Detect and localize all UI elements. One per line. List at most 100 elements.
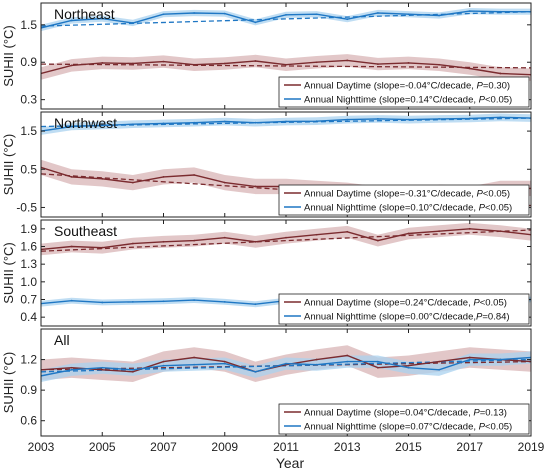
legend-text-tail: =0.84): [482, 312, 509, 323]
daytime-uncertainty-band: [41, 222, 531, 256]
daytime-point: [315, 233, 318, 236]
legend-p-symbol: P: [476, 312, 483, 323]
nighttime-point: [407, 13, 410, 16]
daytime-point: [101, 368, 104, 371]
nighttime-point: [254, 121, 257, 124]
legend-p-symbol: P: [479, 203, 486, 214]
y-tick-label: 0.9: [20, 55, 37, 69]
nighttime-point: [254, 21, 257, 24]
legend-entry-nighttime: Annual Nighttime (slope=0.07°C/decade, P…: [304, 422, 512, 433]
legend-p-symbol: P: [477, 189, 484, 200]
nighttime-point: [162, 13, 165, 16]
nighttime-point: [468, 10, 471, 13]
legend-text-tail: <0.05): [485, 422, 512, 433]
x-tick-label: 2007: [150, 440, 177, 454]
daytime-point: [407, 364, 410, 367]
nighttime-point: [407, 366, 410, 369]
daytime-point: [70, 245, 73, 248]
daytime-point: [499, 72, 502, 75]
nighttime-point: [285, 362, 287, 365]
daytime-point: [223, 236, 226, 239]
panel-northwest: -0.5 0.5 1.5 Northwest Annual Daytime (slope…: [16, 111, 532, 218]
plot-area: [41, 8, 531, 81]
daytime-point: [438, 63, 441, 66]
nighttime-point: [101, 301, 104, 304]
panel-northeast: 0.3 0.9 1.5 Northeast Annual Daytime (slope=…: [20, 2, 532, 110]
legend-text: Annual Daytime (slope=-0.04°C/decade,: [304, 81, 477, 92]
nighttime-point: [131, 300, 134, 303]
x-tick-label: 2015: [395, 440, 422, 454]
nighttime-point: [193, 12, 196, 14]
legend-text: Annual Nighttime (slope=0.00°C/decade,: [304, 312, 476, 323]
legend-entry-daytime: Annual Daytime (slope=-0.04°C/decade, P=…: [304, 81, 510, 92]
nighttime-point: [315, 13, 318, 16]
nighttime-point: [468, 117, 471, 120]
nighttime-point: [223, 300, 226, 303]
daytime-point: [285, 236, 287, 239]
daytime-point: [101, 177, 104, 180]
nighttime-point: [315, 363, 318, 366]
y-tick-label: 0.7: [20, 293, 37, 307]
y-tick-label: 0.5: [20, 162, 37, 176]
daytime-point: [162, 240, 165, 243]
panel-all: 0.6 0.9 1.2 All Annual Daytime (slope=0.04°C…: [20, 328, 532, 437]
nighttime-point: [468, 358, 471, 361]
daytime-point: [468, 227, 471, 230]
nighttime-point: [376, 117, 379, 120]
daytime-point: [468, 67, 471, 70]
y-axis-labels: SUHII (°C) SUHII (°C) SUHII (°C) SUHII (°C): [1, 25, 16, 413]
daytime-point: [254, 60, 257, 62]
panel-y-label: SUHII (°C): [1, 352, 16, 414]
y-tick-label: 0.6: [20, 414, 37, 428]
y-tick-label: 0.3: [20, 93, 37, 107]
panel-southeast: 0.4 0.7 1.0 1.3 1.6 1.9 Southeast Annual Daytim…: [20, 219, 532, 327]
daytime-point: [285, 63, 287, 66]
nighttime-point: [499, 358, 502, 361]
nighttime-point: [131, 123, 134, 126]
nighttime-point: [499, 10, 502, 13]
nighttime-point: [193, 299, 196, 301]
nighttime-point: [376, 360, 379, 363]
daytime-point: [468, 356, 471, 359]
y-tick-label: 1.0: [20, 275, 37, 289]
nighttime-point: [193, 121, 196, 124]
nighttime-point: [70, 19, 73, 22]
daytime-point: [254, 240, 257, 243]
nighttime-point: [101, 17, 104, 20]
y-tick-label: 0.9: [20, 383, 37, 397]
daytime-point: [193, 174, 196, 176]
daytime-point: [407, 232, 410, 235]
legend-entry-nighttime: Annual Nighttime (slope=0.00°C/decade,P=…: [304, 312, 510, 323]
daytime-point: [193, 63, 196, 66]
legend-text: Annual Nighttime (slope=0.10°C/decade,: [304, 203, 479, 214]
plot-area: [41, 345, 531, 382]
daytime-point: [162, 176, 165, 178]
y-tick-label: 1.5: [20, 18, 37, 32]
daytime-point: [407, 61, 410, 64]
legend-box: [278, 403, 530, 435]
nighttime-point: [101, 366, 104, 369]
nighttime-point: [438, 368, 441, 371]
legend-box: [278, 76, 530, 108]
nighttime-point: [193, 363, 196, 366]
nighttime-point: [346, 18, 349, 21]
legend-text: Annual Nighttime (slope=0.07°C/decade,: [304, 422, 479, 433]
nighttime-point: [131, 22, 134, 24]
daytime-point: [346, 59, 349, 62]
legend-text-tail: =0.30): [483, 81, 510, 92]
legend-entry-nighttime: Annual Nighttime (slope=0.14°C/decade, P…: [304, 95, 512, 106]
y-tick-label: 1.5: [20, 124, 37, 138]
nighttime-point: [223, 12, 226, 15]
legend-p-symbol: P: [479, 422, 486, 433]
nighttime-point: [285, 120, 287, 123]
nighttime-uncertainty-band: [41, 351, 531, 382]
nighttime-point: [499, 116, 502, 119]
daytime-point: [376, 239, 379, 242]
daytime-point: [193, 356, 196, 359]
daytime-point: [438, 230, 441, 233]
x-tick-label: 2009: [211, 440, 238, 454]
legend-entry-daytime: Annual Daytime (slope=0.04°C/decade, P=0…: [304, 408, 507, 419]
legend-p-symbol: P: [473, 298, 480, 309]
nighttime-point: [223, 120, 226, 123]
x-tick-label: 2019: [518, 440, 545, 454]
